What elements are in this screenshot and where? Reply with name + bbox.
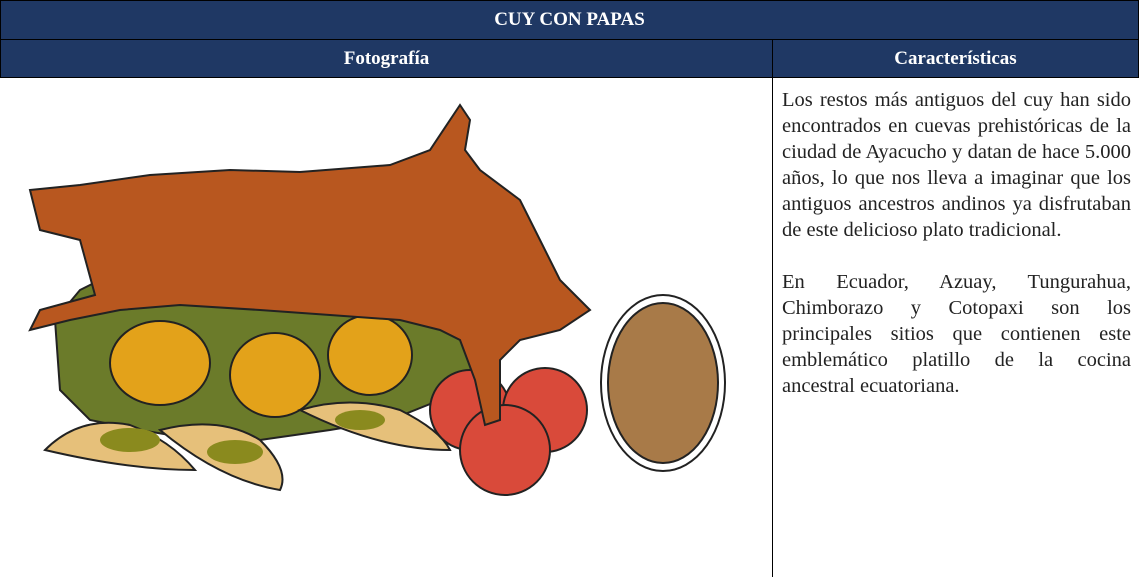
paragraph: En Ecuador, Azuay, Tungurahua, Chimboraz… <box>782 271 1131 397</box>
characteristics-cell: Los restos más antiguos del cuy han sido… <box>772 77 1139 577</box>
column-header: Fotografía <box>0 39 773 78</box>
table-title: CUY CON PAPAS <box>0 0 1139 40</box>
column-header: Características <box>772 39 1139 78</box>
photo-cell <box>0 77 773 577</box>
dish-illustration <box>28 103 726 496</box>
paragraph: Los restos más antiguos del cuy han sido… <box>782 89 1131 241</box>
